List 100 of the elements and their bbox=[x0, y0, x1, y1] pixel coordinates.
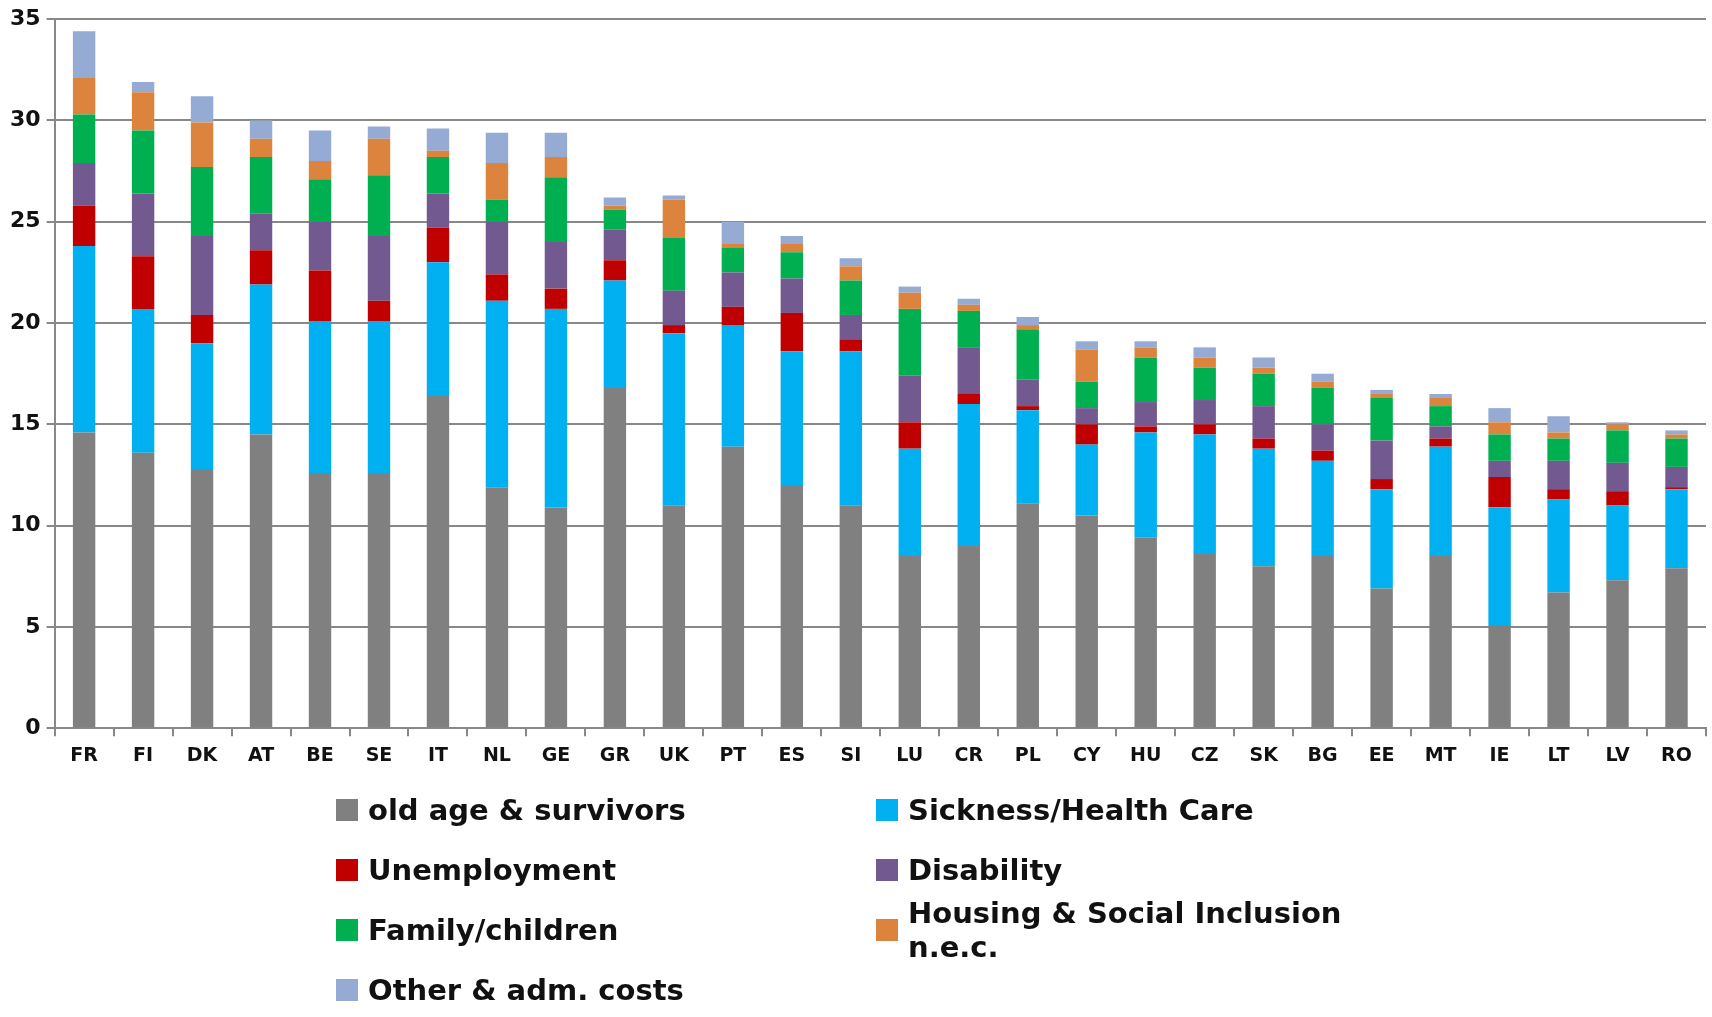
bar bbox=[721, 306, 745, 326]
bar bbox=[1429, 406, 1452, 427]
x-tick-label: CZ bbox=[1190, 742, 1219, 765]
bar bbox=[1547, 460, 1570, 490]
bar bbox=[485, 199, 509, 222]
bar bbox=[839, 339, 863, 352]
bar bbox=[131, 92, 155, 131]
bar bbox=[1665, 489, 1688, 569]
bar bbox=[1075, 444, 1098, 516]
bar bbox=[1606, 491, 1629, 506]
bar bbox=[308, 161, 332, 180]
bar bbox=[1606, 422, 1629, 425]
legend-label: Unemployment bbox=[368, 853, 617, 887]
bar bbox=[485, 163, 509, 200]
bar bbox=[780, 235, 804, 245]
bar bbox=[1311, 424, 1334, 451]
bar bbox=[603, 205, 627, 210]
bar bbox=[131, 130, 155, 194]
bar bbox=[1370, 398, 1393, 441]
bar bbox=[957, 310, 980, 348]
bar bbox=[1488, 477, 1511, 508]
x-tick-label: SE bbox=[365, 742, 393, 765]
bar bbox=[1134, 432, 1157, 538]
bar bbox=[1429, 438, 1452, 447]
bar bbox=[957, 404, 980, 546]
bar bbox=[1665, 434, 1688, 439]
bar bbox=[72, 77, 96, 115]
bar bbox=[1429, 446, 1452, 557]
x-tick-label: CY bbox=[1072, 742, 1101, 765]
bar bbox=[485, 132, 509, 164]
bar bbox=[1134, 357, 1157, 403]
bar bbox=[131, 82, 155, 93]
bar bbox=[426, 150, 450, 157]
x-tick-label: LV bbox=[1605, 742, 1630, 765]
bar bbox=[1311, 387, 1334, 425]
bar bbox=[190, 235, 214, 315]
bar bbox=[603, 209, 627, 230]
bar bbox=[190, 167, 214, 236]
bar bbox=[898, 422, 921, 449]
bar bbox=[249, 138, 273, 157]
bar bbox=[426, 128, 450, 151]
bar bbox=[1016, 325, 1039, 330]
legend-label: Family/children bbox=[368, 913, 619, 947]
bar bbox=[544, 132, 568, 157]
bar bbox=[1075, 381, 1098, 409]
bar bbox=[1075, 341, 1098, 350]
x-tick-label: FR bbox=[70, 742, 99, 765]
bar bbox=[721, 244, 745, 249]
bar bbox=[367, 138, 391, 176]
bar bbox=[367, 175, 391, 236]
x-tick-label: PL bbox=[1014, 742, 1041, 765]
bar bbox=[308, 221, 332, 271]
x-tick-label: DK bbox=[186, 742, 219, 765]
bar bbox=[1311, 373, 1334, 382]
bar bbox=[1252, 406, 1275, 439]
bar bbox=[1547, 499, 1570, 593]
bar bbox=[1134, 402, 1157, 427]
bar bbox=[780, 252, 804, 279]
bar bbox=[72, 114, 96, 164]
bar bbox=[1429, 398, 1452, 407]
bar bbox=[780, 244, 804, 253]
bar bbox=[1547, 489, 1570, 500]
x-tick-label: HU bbox=[1130, 742, 1162, 765]
legend-label: Housing & Social Inclusion n.e.c. bbox=[908, 896, 1343, 964]
bar bbox=[1488, 507, 1511, 625]
bar bbox=[367, 235, 391, 301]
bar bbox=[485, 221, 509, 275]
y-tick-label: 5 bbox=[25, 612, 41, 638]
bar bbox=[72, 163, 96, 206]
bar bbox=[131, 308, 155, 453]
x-tick-label: UK bbox=[658, 742, 691, 765]
bar bbox=[1429, 426, 1452, 439]
bar bbox=[426, 156, 450, 194]
bar bbox=[1488, 408, 1511, 423]
bar bbox=[72, 31, 96, 78]
x-tick-label: LT bbox=[1547, 742, 1570, 765]
x-tick-label: BE bbox=[306, 742, 334, 765]
bar bbox=[1606, 430, 1629, 463]
bar bbox=[721, 325, 745, 447]
bar bbox=[1606, 424, 1629, 431]
bar bbox=[249, 156, 273, 214]
bar bbox=[1016, 379, 1039, 407]
bar bbox=[1193, 357, 1216, 368]
bar bbox=[190, 96, 214, 123]
bar bbox=[1488, 434, 1511, 461]
bar bbox=[1547, 438, 1570, 461]
bar bbox=[1606, 462, 1629, 492]
bar bbox=[249, 284, 273, 435]
bar bbox=[1193, 424, 1216, 435]
bar bbox=[1134, 341, 1157, 348]
bar bbox=[1075, 408, 1098, 425]
y-tick-label: 30 bbox=[9, 106, 41, 132]
bar bbox=[898, 308, 921, 376]
y-tick-label: 20 bbox=[9, 308, 41, 334]
bar bbox=[426, 193, 450, 228]
x-tick-label: RO bbox=[1661, 742, 1692, 765]
bar bbox=[780, 312, 804, 352]
bar bbox=[544, 156, 568, 178]
bar bbox=[1311, 460, 1334, 557]
bar bbox=[249, 213, 273, 251]
